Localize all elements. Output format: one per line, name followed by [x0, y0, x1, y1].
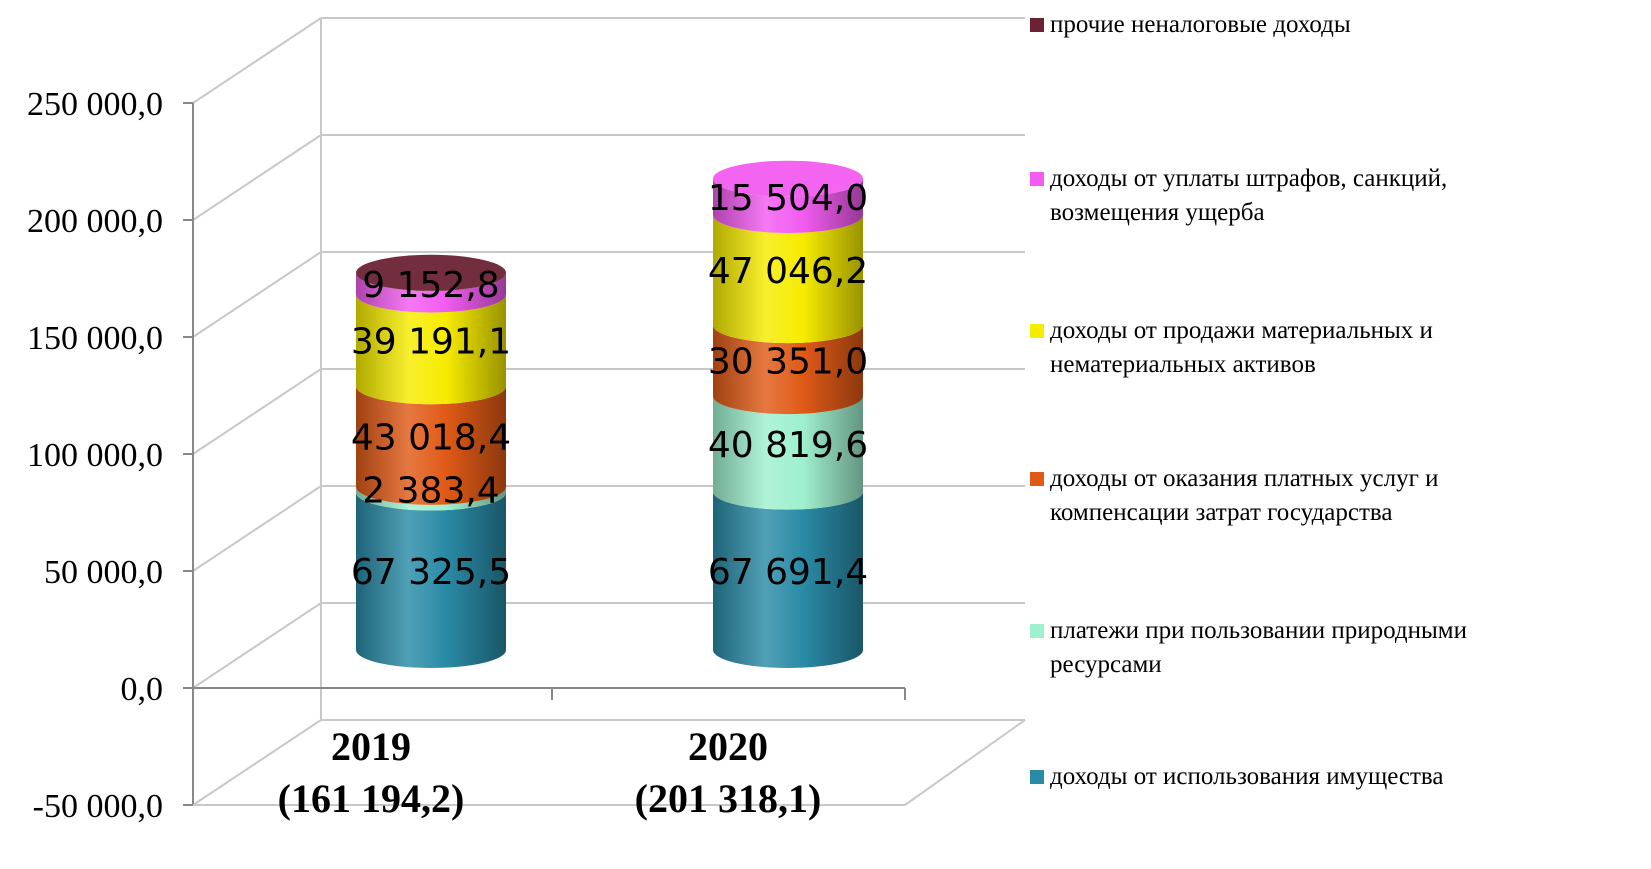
- data-label: 43 018,4: [351, 418, 511, 459]
- legend-swatch: [1030, 770, 1044, 784]
- legend-item: доходы от использования имущества: [1030, 760, 1444, 794]
- gridline-side: [192, 17, 322, 104]
- gridline-side: [192, 485, 322, 572]
- y-tick-label: 50 000,0: [44, 554, 163, 591]
- data-label: 39 191,1: [351, 321, 511, 362]
- data-label: 67 325,5: [351, 552, 511, 593]
- chart-data-labels: 67 325,5 2 383,4 43 018,4 39 191,1 9 152,8 67…: [351, 178, 868, 593]
- legend-label: доходы от оказания платных услуг и компен…: [1050, 462, 1439, 530]
- legend-label: платежи при пользовании природными ресурс…: [1050, 614, 1467, 682]
- category-label: 2019: [331, 724, 411, 769]
- bar-segment: [713, 178, 863, 233]
- legend-label: прочие неналоговые доходы: [1050, 8, 1351, 42]
- legend-item: доходы от продажи материальных и нематери…: [1030, 314, 1433, 382]
- legend-label-line: компенсации затрат государства: [1050, 499, 1393, 526]
- y-tick-label: 250 000,0: [27, 86, 163, 123]
- legend-label-line: доходы от уплаты штрафов, санкций,: [1050, 165, 1448, 192]
- bar-top: [356, 254, 506, 291]
- gridline-side: [192, 602, 322, 689]
- legend-label-line: нематериальных активов: [1050, 351, 1316, 378]
- y-tick-label: 200 000,0: [27, 203, 163, 240]
- legend-swatch: [1030, 472, 1044, 486]
- chart-grid: [192, 17, 1025, 806]
- floor-right-edge: [904, 719, 1026, 806]
- legend-item: доходы от уплаты штрафов, санкций, возмещ…: [1030, 162, 1447, 230]
- legend-item: доходы от оказания платных услуг и компен…: [1030, 462, 1439, 530]
- gridline-side: [192, 134, 322, 221]
- gridline-side: [192, 368, 322, 455]
- data-label: 15 504,0: [708, 178, 868, 219]
- legend-item: платежи при пользовании природными ресурс…: [1030, 614, 1467, 682]
- category-label: 2020: [688, 724, 768, 769]
- category-total-label: (161 194,2): [278, 776, 465, 821]
- legend-label-line: прочие неналоговые доходы: [1050, 11, 1351, 38]
- bar-segment: [356, 294, 506, 405]
- bar-segment: [356, 273, 506, 313]
- y-tick-label: 150 000,0: [27, 320, 163, 357]
- y-tick-label: 100 000,0: [27, 437, 163, 474]
- legend-label-line: доходы от оказания платных услуг и: [1050, 465, 1439, 492]
- data-label: 40 819,6: [708, 425, 868, 466]
- legend-swatch: [1030, 172, 1044, 186]
- legend-swatch: [1030, 18, 1044, 32]
- legend-label: доходы от использования имущества: [1050, 760, 1444, 794]
- legend-label-line: доходы от продажи материальных и: [1050, 317, 1433, 344]
- y-tick-label: 0,0: [121, 671, 164, 708]
- bar-segment: [713, 214, 863, 344]
- bar-segment: [713, 325, 863, 415]
- chart-bars: [356, 160, 863, 668]
- data-label: 67 691,4: [708, 552, 868, 593]
- gridline-side: [192, 251, 322, 338]
- legend-label-line: платежи при пользовании природными: [1050, 617, 1467, 644]
- y-tick-label: -50 000,0: [33, 788, 163, 825]
- legend-item: прочие неналоговые доходы: [1030, 8, 1351, 42]
- bar-segment: [713, 491, 863, 668]
- data-label: 30 351,0: [708, 342, 868, 383]
- legend-label: доходы от уплаты штрафов, санкций, возмещ…: [1050, 162, 1447, 230]
- chart-legend: прочие неналоговые доходы доходы от уплат…: [1030, 0, 1645, 869]
- legend-label-line: возмещения ущерба: [1050, 199, 1265, 226]
- legend-swatch: [1030, 324, 1044, 338]
- legend-label-line: доходы от использования имущества: [1050, 763, 1444, 790]
- legend-label: доходы от продажи материальных и нематери…: [1050, 314, 1433, 382]
- chart-axis: -50 000,0 0,0 50 000,0 100 000,0 150 000,0 20…: [27, 86, 1026, 825]
- bar-top: [713, 160, 863, 197]
- bar-segment: [713, 396, 863, 510]
- legend-swatch: [1030, 624, 1044, 638]
- chart-category-labels: 2019 (161 194,2) 2020 (201 318,1): [278, 724, 822, 821]
- data-label: 2 383,4: [362, 471, 499, 512]
- data-label: 47 046,2: [708, 251, 868, 292]
- category-total-label: (201 318,1): [635, 776, 822, 821]
- data-label: 9 152,8: [362, 265, 499, 306]
- bar-segment: [356, 386, 506, 505]
- gridline-side: [192, 719, 322, 806]
- bar-segment: [356, 492, 506, 668]
- legend-label-line: ресурсами: [1050, 651, 1162, 678]
- bar-segment: [356, 486, 506, 511]
